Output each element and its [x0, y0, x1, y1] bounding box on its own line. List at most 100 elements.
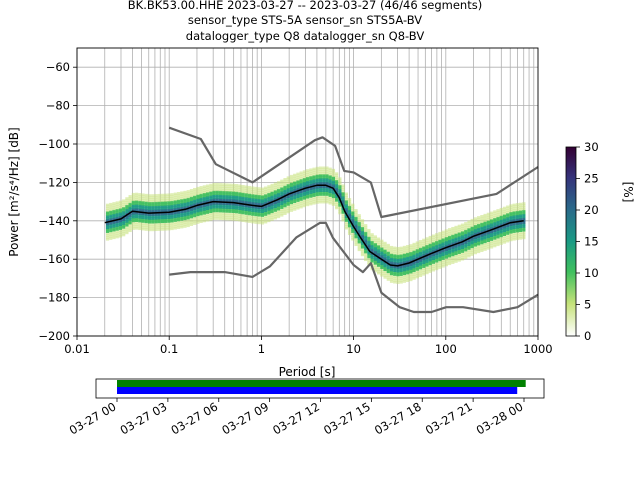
psd-density-cell: [506, 234, 510, 237]
psd-density-cell: [364, 224, 368, 227]
psd-density-cell: [212, 194, 216, 197]
psd-density-cell: [134, 192, 139, 196]
psd-density-cell: [112, 236, 116, 240]
psd-density-cell: [383, 251, 387, 254]
psd-density-cell: [396, 281, 400, 284]
psd-density-cell: [431, 244, 436, 247]
x-axis-label: Period [s]: [279, 365, 336, 379]
psd-density-cell: [241, 200, 245, 203]
psd-density-cell: [383, 266, 387, 270]
psd-density-cell: [302, 185, 307, 189]
psd-density-cell: [222, 183, 226, 186]
psd-density-cell: [257, 219, 261, 223]
psd-density-cell: [273, 209, 277, 212]
psd-density-cell: [370, 256, 374, 259]
psd-density-cell: [351, 232, 355, 235]
psd-density-cell: [202, 208, 206, 211]
psd-density-cell: [386, 251, 390, 254]
psd-density-cell: [451, 238, 455, 241]
psd-density-cell: [522, 234, 526, 238]
psd-density-cell: [360, 246, 365, 249]
psd-density-cell: [205, 213, 210, 216]
psd-density-cell: [477, 227, 481, 231]
psd-density-cell: [489, 223, 494, 226]
psd-density-cell: [122, 230, 126, 233]
psd-density-cell: [151, 198, 155, 201]
psd-density-cell: [167, 197, 171, 200]
y-axis-label: Power [m²/s⁴/Hz] [dB]: [7, 127, 21, 256]
psd-density-cell: [293, 208, 297, 211]
psd-density-cell: [115, 224, 119, 227]
psd-density-cell: [257, 200, 261, 204]
psd-density-cell: [425, 262, 429, 265]
psd-density-cell: [447, 260, 452, 264]
psd-density-cell: [515, 216, 519, 219]
psd-density-cell: [464, 252, 468, 256]
psd-density-cell: [444, 254, 448, 257]
psd-density-cell: [328, 188, 332, 192]
psd-density-cell: [412, 246, 416, 250]
psd-density-cell: [193, 207, 197, 210]
psd-density-cell: [480, 243, 484, 247]
psd-density-cell: [454, 260, 458, 263]
psd-density-cell: [402, 249, 407, 253]
psd-density-cell: [399, 279, 403, 282]
psd-density-cell: [264, 215, 268, 218]
psd-density-cell: [477, 229, 481, 232]
psd-density-cell: [231, 199, 236, 202]
psd-density-cell: [431, 236, 436, 239]
psd-density-cell: [418, 253, 423, 256]
psd-density-cell: [112, 204, 116, 207]
psd-density-cell: [270, 185, 274, 189]
psd-density-cell: [186, 195, 190, 199]
psd-density-cell: [522, 206, 526, 209]
psd-density-cell: [244, 218, 248, 221]
psd-density-cell: [441, 232, 445, 235]
psd-density-cell: [215, 204, 219, 207]
psd-density-cell: [164, 214, 168, 218]
psd-density-cell: [470, 238, 474, 241]
psd-density-cell: [235, 189, 239, 193]
psd-density-cell: [251, 190, 255, 193]
psd-density-cell: [522, 229, 526, 232]
psd-density-cell: [276, 196, 281, 199]
coverage-tick-label: 03-28 00: [474, 399, 526, 437]
psd-density-cell: [351, 217, 355, 220]
psd-density-cell: [451, 240, 455, 243]
psd-density-cell: [522, 202, 526, 205]
psd-density-cell: [160, 224, 165, 227]
psd-density-cell: [296, 205, 300, 208]
psd-density-cell: [241, 194, 245, 197]
psd-density-cell: [312, 188, 316, 192]
grid: [76, 48, 538, 337]
psd-density-cell: [412, 254, 416, 257]
psd-density-cell: [415, 254, 419, 258]
psd-density-cell: [209, 199, 213, 202]
psd-density-cell: [131, 206, 135, 209]
psd-density-cell: [344, 207, 348, 211]
psd-density-cell: [493, 212, 497, 215]
psd-density-cell: [247, 199, 252, 202]
psd-density-cell: [522, 221, 526, 224]
psd-density-cell: [228, 212, 232, 215]
psd-density-cell: [270, 195, 274, 198]
psd-density-cell: [280, 202, 284, 206]
psd-density-cell: [364, 256, 368, 260]
psd-density-cell: [383, 243, 387, 247]
psd-density-cell: [444, 263, 448, 267]
psd-density-cell: [499, 213, 503, 217]
psd-density-cell: [215, 207, 219, 211]
psd-density-cell: [122, 201, 126, 204]
psd-density-cell: [428, 257, 432, 260]
psd-density-cell: [344, 223, 348, 226]
psd-density-cell: [435, 258, 439, 261]
psd-density-cell: [280, 204, 284, 207]
psd-density-cell: [270, 189, 274, 193]
psd-density-cell: [151, 221, 155, 224]
psd-density-cell: [273, 182, 277, 185]
psd-density-cell: [412, 250, 416, 253]
psd-density-cell: [312, 190, 316, 194]
psd-density-cell: [196, 196, 200, 199]
psd-density-cell: [176, 192, 181, 195]
